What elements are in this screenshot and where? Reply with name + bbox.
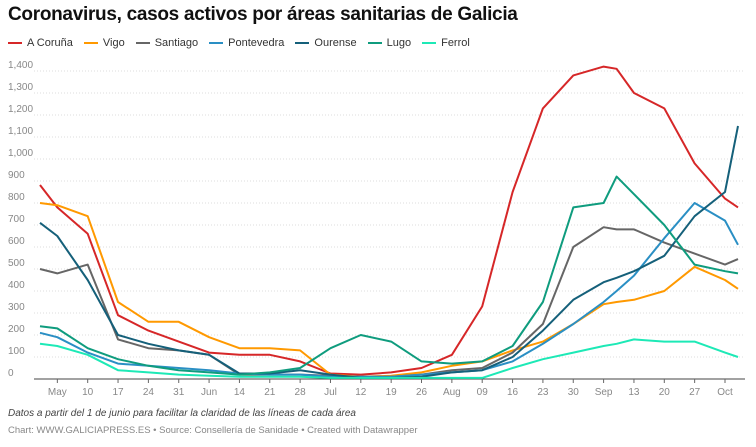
legend-label: Pontevedra xyxy=(228,37,285,49)
series-line-ferrol xyxy=(39,338,739,379)
x-tick-label: 14 xyxy=(234,387,246,398)
legend-label: Ferrol xyxy=(441,37,470,49)
legend-swatch xyxy=(83,42,98,44)
y-tick-label: 400 xyxy=(8,280,25,291)
series-line-lugo xyxy=(39,175,739,376)
x-tick-label: 23 xyxy=(537,387,549,398)
y-tick-label: 200 xyxy=(8,324,25,335)
chart-credit: Chart: WWW.GALICIAPRESS.ES • Source: Con… xyxy=(8,425,418,436)
legend-label: Ourense xyxy=(314,37,357,49)
legend-item: Vigo xyxy=(83,37,125,49)
y-tick-label: 700 xyxy=(8,214,25,225)
x-tick-label: 30 xyxy=(568,387,580,398)
y-tick-label: 1,400 xyxy=(8,60,33,71)
x-tick-label: 20 xyxy=(659,387,671,398)
x-tick-label: 31 xyxy=(173,387,185,398)
x-tick-label: 19 xyxy=(386,387,398,398)
legend-item: Ferrol xyxy=(422,37,470,49)
y-tick-label: 600 xyxy=(8,236,25,247)
legend-swatch xyxy=(135,42,150,44)
legend-label: A Coruña xyxy=(27,37,73,49)
y-tick-label: 900 xyxy=(8,170,25,181)
legend-item: Ourense xyxy=(295,37,357,49)
x-tick-label: Jul xyxy=(324,387,337,398)
y-tick-label: 1,100 xyxy=(8,126,33,137)
y-tick-label: 100 xyxy=(8,346,25,357)
legend-swatch xyxy=(209,42,224,44)
y-tick-label: 1,000 xyxy=(8,148,33,159)
y-tick-label: 800 xyxy=(8,192,25,203)
y-tick-label: 500 xyxy=(8,258,25,269)
series-line-santiago xyxy=(39,226,739,378)
x-tick-label: 28 xyxy=(295,387,307,398)
x-tick-label: 17 xyxy=(112,387,124,398)
x-tick-label: 09 xyxy=(477,387,489,398)
chart-note: Datos a partir del 1 de junio para facil… xyxy=(8,408,356,419)
legend-swatch xyxy=(8,42,22,44)
legend-label: Santiago xyxy=(154,37,199,49)
series-line-vigo xyxy=(39,202,739,378)
legend-item: A Coruña xyxy=(8,37,73,49)
legend-item: Santiago xyxy=(135,37,199,49)
x-tick-label: 24 xyxy=(143,387,155,398)
legend-label: Lugo xyxy=(386,37,412,49)
legend-swatch xyxy=(422,42,437,44)
x-tick-label: 26 xyxy=(416,387,428,398)
x-tick-label: Jun xyxy=(201,387,217,398)
legend-swatch xyxy=(295,42,310,44)
x-tick-label: 13 xyxy=(628,387,640,398)
legend-item: Lugo xyxy=(367,37,412,49)
series-line-a-coruña xyxy=(39,65,739,376)
legend-label: Vigo xyxy=(102,37,125,49)
y-tick-label: 0 xyxy=(8,368,14,379)
x-tick-label: 16 xyxy=(507,387,519,398)
x-tick-label: 10 xyxy=(82,387,94,398)
y-tick-label: 1,300 xyxy=(8,82,33,93)
x-tick-label: 27 xyxy=(689,387,701,398)
chart-title: Coronavirus, casos activos por áreas san… xyxy=(8,4,518,25)
y-tick-label: 300 xyxy=(8,302,25,313)
x-tick-label: May xyxy=(48,387,67,398)
legend: A Coruña Vigo Santiago Pontevedra Ourense Lug… xyxy=(8,37,470,49)
x-tick-label: Oct xyxy=(717,387,733,398)
y-tick-label: 1,200 xyxy=(8,104,33,115)
legend-swatch xyxy=(367,42,382,44)
x-tick-label: Sep xyxy=(595,387,613,398)
x-tick-label: Aug xyxy=(443,387,461,398)
x-tick-label: 21 xyxy=(264,387,276,398)
legend-item: Pontevedra xyxy=(209,37,284,49)
x-tick-label: 12 xyxy=(355,387,367,398)
